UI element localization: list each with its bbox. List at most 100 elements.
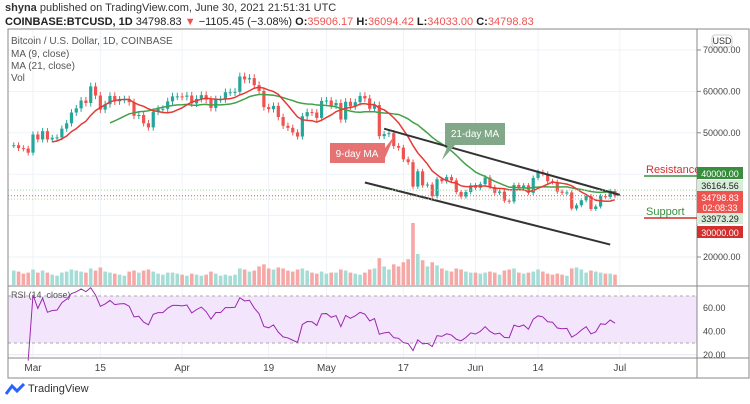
candle	[103, 104, 107, 110]
volume-bar	[252, 270, 257, 285]
candle	[310, 112, 314, 114]
candle	[339, 102, 343, 120]
legend-vol[interactable]: Vol	[11, 73, 25, 84]
candle	[594, 206, 598, 209]
symbol-info: COINBASE:BTCUSD, 1D 34798.83 ▼ −1105.45 …	[5, 16, 534, 28]
candle	[392, 133, 396, 147]
candle	[156, 108, 160, 112]
price-tick: 60000.00	[703, 86, 741, 96]
candle	[608, 191, 612, 197]
candle	[315, 112, 319, 118]
volume-bar	[189, 273, 194, 285]
candle	[252, 78, 256, 86]
volume-bar	[122, 275, 127, 285]
volume-bar	[305, 270, 309, 285]
candle	[12, 145, 16, 147]
candle	[26, 148, 30, 153]
resistance-label: Resistance	[646, 164, 700, 176]
volume-bar	[555, 273, 560, 285]
volume-bar	[416, 254, 420, 285]
candle	[469, 185, 473, 193]
candle	[488, 177, 492, 188]
volume-bar	[228, 275, 233, 285]
trend-line[interactable]	[383, 127, 621, 196]
candle	[522, 185, 526, 188]
ma9-callout	[330, 135, 395, 163]
volume-bar	[233, 274, 237, 285]
candle	[98, 95, 102, 110]
volume-bar	[425, 266, 430, 285]
volume-bar	[521, 273, 526, 285]
high-label: H:	[356, 16, 368, 28]
candle	[170, 96, 175, 102]
candle	[276, 105, 280, 118]
volume-bar	[74, 270, 79, 285]
volume-bar	[401, 262, 406, 285]
candle	[50, 137, 54, 140]
volume-bar	[50, 274, 55, 285]
volume-bar	[449, 271, 454, 285]
volume-bar	[286, 270, 290, 285]
volume-bar	[382, 266, 386, 285]
currency-label: USD	[712, 36, 732, 46]
volume-bar	[262, 264, 266, 285]
volume-bar	[60, 272, 64, 285]
candle	[483, 177, 487, 185]
candle	[93, 86, 98, 96]
candle	[238, 76, 242, 92]
volume-bar	[589, 270, 593, 285]
publish-info: shyna published on TradingView.com, June…	[5, 2, 336, 14]
candle	[31, 134, 35, 153]
volume-bar	[108, 272, 112, 285]
candle	[65, 123, 69, 129]
volume-bar	[387, 269, 391, 285]
trend-line[interactable]	[364, 181, 611, 246]
volume-bar	[517, 272, 521, 285]
candle	[353, 102, 357, 107]
candle	[117, 99, 122, 102]
volume-bar	[314, 273, 319, 285]
candle	[526, 185, 531, 193]
candle	[199, 95, 203, 99]
volume-bar	[40, 270, 45, 285]
volume-bar	[574, 267, 579, 285]
price-tick: 20000.00	[703, 252, 741, 262]
candle	[411, 162, 415, 187]
candle	[55, 137, 59, 139]
volume-bar	[339, 269, 343, 285]
volume-bar	[11, 270, 16, 285]
legend-ma9[interactable]: MA (9, close)	[11, 49, 70, 60]
candle	[286, 125, 290, 128]
volume-bar	[223, 274, 228, 285]
countdown-text: 02:08:33	[702, 203, 737, 213]
publisher-name: shyna	[5, 2, 37, 14]
legend-rsi[interactable]: RSI (14, close)	[11, 290, 71, 300]
volume-bar	[464, 271, 468, 285]
volume-bar	[180, 274, 184, 285]
legend-ma21[interactable]: MA (21, close)	[11, 61, 75, 72]
time-label: May	[317, 363, 336, 374]
open-label: O:	[295, 16, 308, 28]
tradingview-logo[interactable]: TradingView	[5, 383, 89, 395]
candle	[185, 95, 189, 97]
volume-bar	[478, 273, 483, 285]
publish-text: published on TradingView.com, June 30, 2…	[39, 2, 337, 14]
time-label: 19	[263, 363, 275, 374]
volume-bar	[536, 269, 540, 285]
candle	[60, 128, 64, 138]
support-badge	[697, 226, 743, 238]
candle	[512, 184, 516, 202]
candle	[291, 127, 295, 133]
volume-bar	[565, 275, 569, 285]
candle	[324, 100, 329, 102]
last-price-badge	[697, 191, 743, 213]
candle	[267, 107, 271, 110]
volume-bar	[579, 269, 584, 285]
volume-bar	[170, 272, 175, 285]
volume-bar	[488, 271, 492, 285]
time-label: 15	[95, 363, 107, 374]
volume-bar	[161, 274, 165, 285]
candle	[69, 112, 74, 124]
candle	[175, 96, 179, 98]
